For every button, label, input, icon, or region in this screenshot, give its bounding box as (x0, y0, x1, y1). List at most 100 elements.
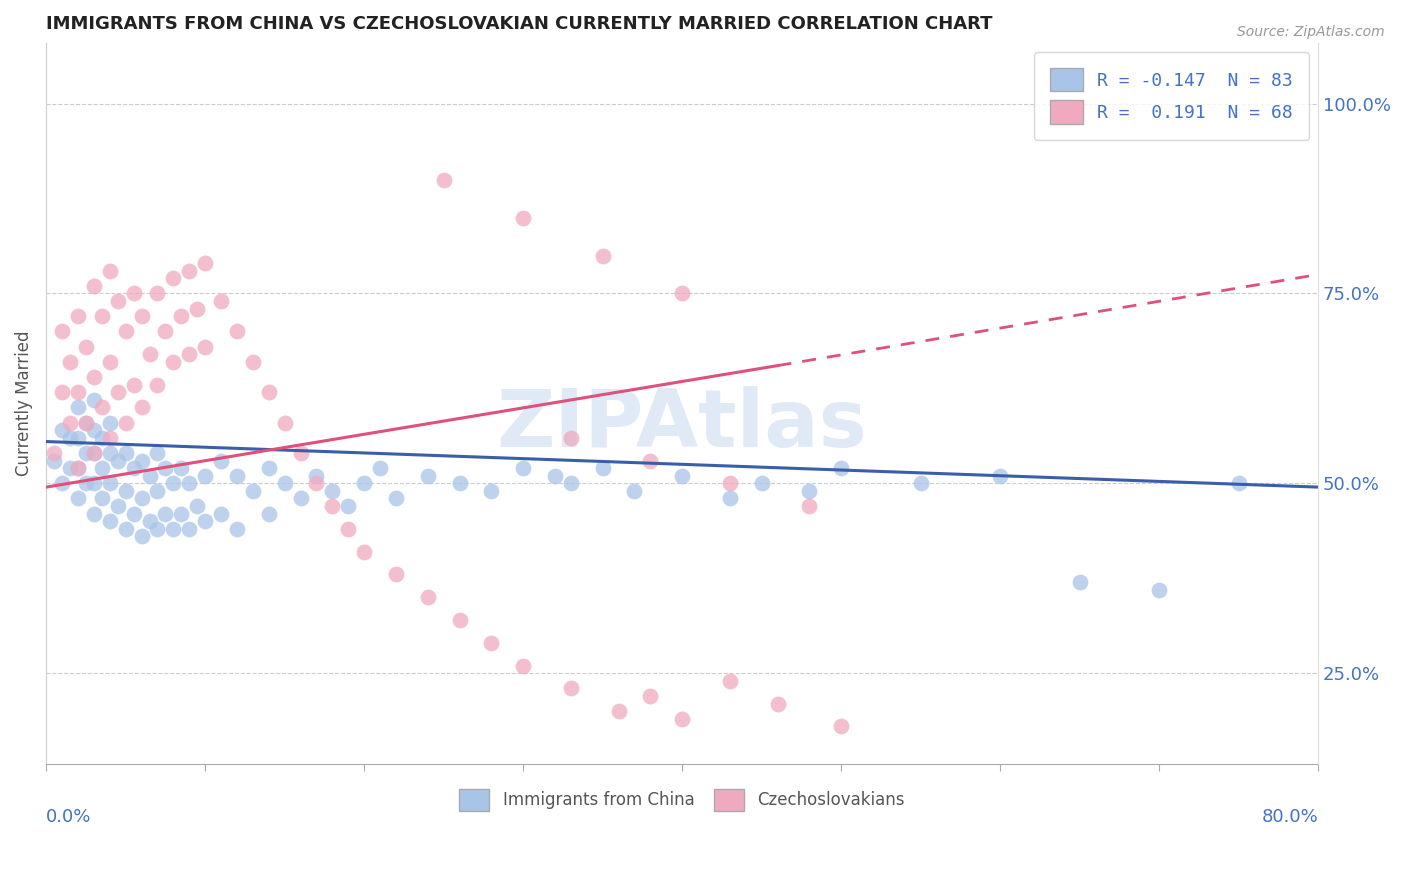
Point (66, 461, 89, 475)
Point (718, 476, 741, 491)
Point (155, 325, 177, 339)
Point (107, 453, 129, 467)
Point (98, 355, 121, 369)
Point (107, 385, 129, 400)
Text: ZIPAtlas: ZIPAtlas (496, 386, 868, 464)
Point (131, 491, 153, 506)
Point (479, 636, 502, 650)
Point (186, 301, 208, 316)
Text: Source: ZipAtlas.com: Source: ZipAtlas.com (1237, 25, 1385, 39)
Point (131, 529, 153, 543)
Point (162, 271, 184, 285)
Point (186, 499, 208, 513)
Point (321, 499, 343, 513)
Point (830, 461, 852, 475)
Point (83, 423, 105, 437)
Point (560, 476, 582, 491)
Point (59, 416, 82, 430)
Point (90, 491, 112, 506)
Point (830, 719, 852, 733)
Point (273, 416, 295, 430)
Point (718, 491, 741, 506)
Point (449, 476, 471, 491)
Point (226, 325, 249, 339)
Point (751, 476, 773, 491)
Point (138, 347, 160, 361)
Point (194, 468, 217, 483)
Point (385, 491, 408, 506)
Point (560, 431, 582, 445)
Point (170, 310, 193, 324)
Point (66, 461, 89, 475)
Point (155, 461, 177, 475)
Point (138, 514, 160, 528)
Point (242, 483, 264, 498)
Point (290, 446, 312, 460)
Point (290, 491, 312, 506)
Point (194, 514, 217, 528)
Y-axis label: Currently Married: Currently Married (15, 331, 32, 476)
Point (449, 613, 471, 627)
Point (209, 507, 232, 521)
Point (226, 468, 249, 483)
Point (146, 286, 169, 301)
Point (51, 476, 73, 491)
Point (179, 263, 201, 277)
Point (416, 591, 439, 605)
Point (146, 377, 169, 392)
Point (83, 278, 105, 293)
Point (83, 370, 105, 384)
Point (640, 689, 662, 703)
Point (146, 522, 169, 536)
Point (114, 325, 136, 339)
Point (479, 483, 502, 498)
Point (607, 704, 630, 718)
Point (623, 483, 645, 498)
Point (114, 483, 136, 498)
Point (544, 468, 567, 483)
Point (353, 476, 375, 491)
Point (98, 263, 121, 277)
Point (179, 476, 201, 491)
Point (242, 355, 264, 369)
Text: 80.0%: 80.0% (1261, 807, 1319, 826)
Legend: Immigrants from China, Czechoslovakians: Immigrants from China, Czechoslovakians (453, 782, 912, 817)
Point (131, 453, 153, 467)
Point (512, 658, 534, 673)
Point (162, 355, 184, 369)
Point (107, 499, 129, 513)
Point (98, 431, 121, 445)
Point (592, 461, 614, 475)
Point (512, 211, 534, 225)
Point (66, 310, 89, 324)
Point (353, 544, 375, 558)
Point (671, 286, 693, 301)
Point (162, 476, 184, 491)
Point (146, 446, 169, 460)
Point (138, 468, 160, 483)
Point (75, 476, 97, 491)
Point (910, 476, 932, 491)
Point (90, 310, 112, 324)
Point (98, 476, 121, 491)
Point (257, 507, 280, 521)
Point (1227, 476, 1250, 491)
Point (75, 446, 97, 460)
Point (433, 172, 456, 186)
Point (90, 401, 112, 415)
Point (66, 491, 89, 506)
Point (83, 507, 105, 521)
Point (273, 476, 295, 491)
Point (90, 431, 112, 445)
Point (560, 681, 582, 696)
Point (385, 567, 408, 582)
Point (179, 347, 201, 361)
Point (59, 461, 82, 475)
Point (416, 468, 439, 483)
Point (59, 355, 82, 369)
Point (114, 416, 136, 430)
Point (122, 377, 145, 392)
Text: IMMIGRANTS FROM CHINA VS CZECHOSLOVAKIAN CURRENTLY MARRIED CORRELATION CHART: IMMIGRANTS FROM CHINA VS CZECHOSLOVAKIAN… (46, 15, 993, 33)
Point (170, 461, 193, 475)
Point (592, 248, 614, 262)
